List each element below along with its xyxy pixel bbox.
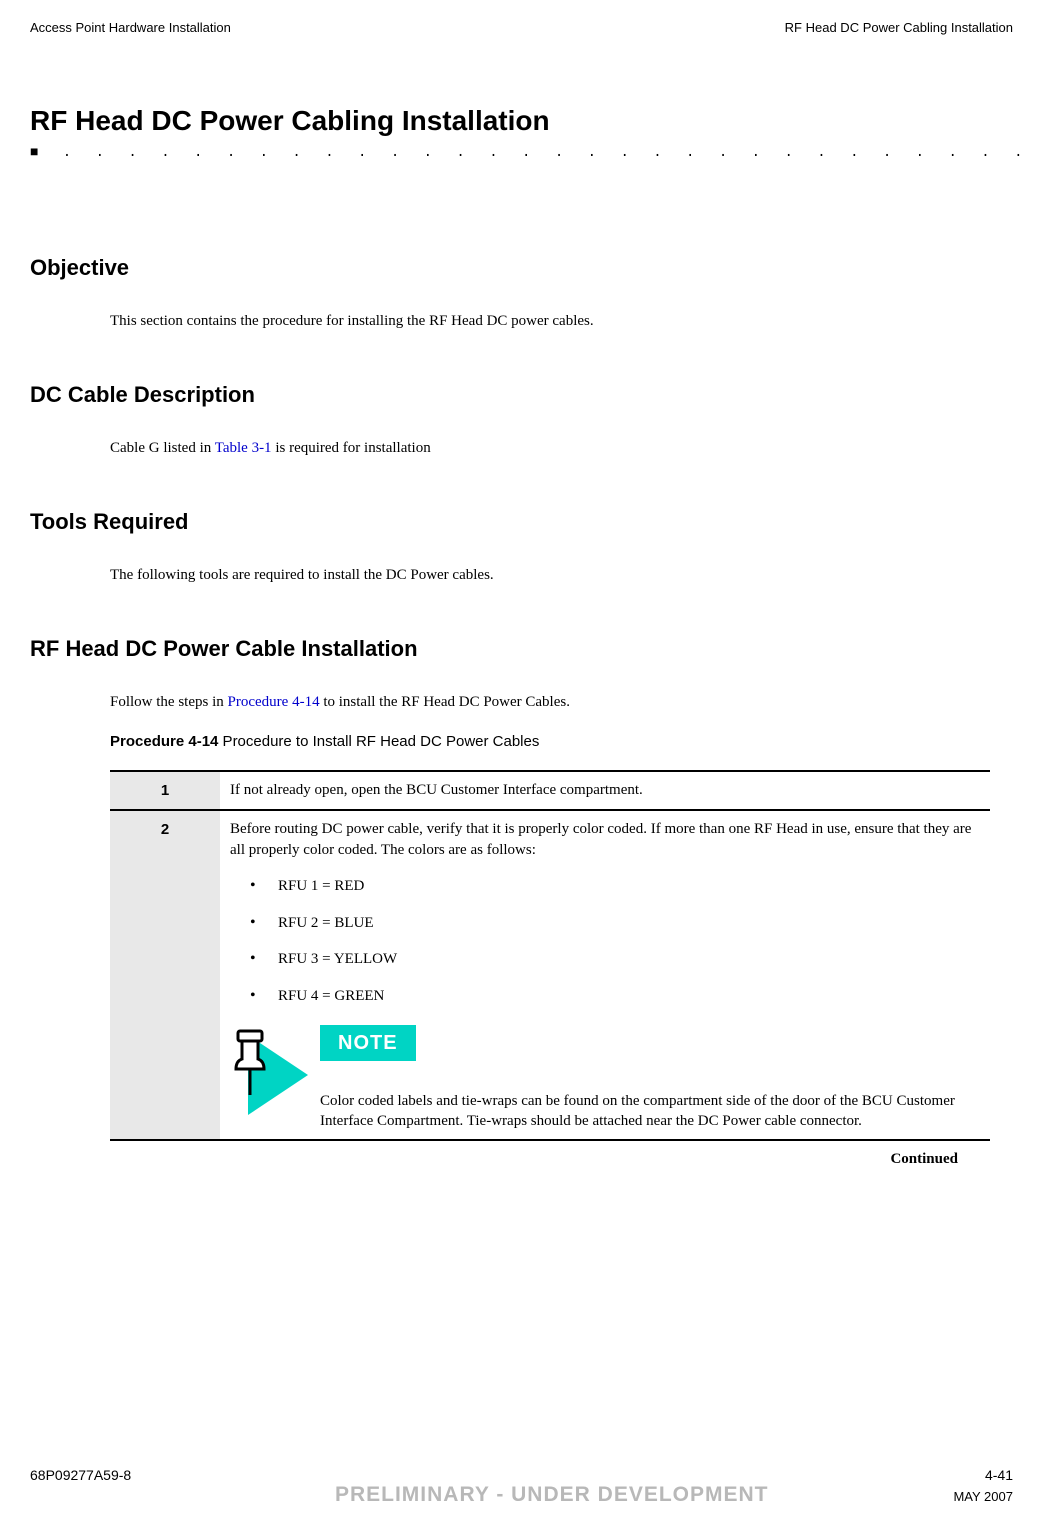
objective-text: This section contains the procedure for … (110, 311, 1013, 332)
step-number-2: 2 (110, 810, 220, 1140)
procedure-table: 1 If not already open, open the BCU Cust… (110, 770, 990, 1141)
procedure-4-14-link[interactable]: Procedure 4-14 (228, 694, 320, 710)
tools-text: The following tools are required to inst… (110, 565, 1013, 586)
step-content-2: Before routing DC power cable, verify th… (220, 810, 990, 1140)
header-left: Access Point Hardware Installation (30, 20, 231, 35)
doc-number: 68P09277A59-8 (30, 1467, 131, 1483)
list-item: RFU 2 = BLUE (250, 912, 980, 934)
install-pre: Follow the steps in (110, 694, 228, 710)
procedure-title: Procedure 4-14 Procedure to Install RF H… (110, 733, 1013, 750)
step2-intro: Before routing DC power cable, verify th… (230, 819, 980, 861)
rfu-list: RFU 1 = RED RFU 2 = BLUE RFU 3 = YELLOW … (250, 875, 980, 1007)
dc-cable-post: is required for installation (272, 440, 431, 456)
page-header: Access Point Hardware Installation RF He… (30, 20, 1013, 35)
list-item: RFU 3 = YELLOW (250, 948, 980, 970)
continued-label: Continued (30, 1151, 958, 1168)
header-right: RF Head DC Power Cabling Installation (785, 20, 1013, 35)
install-text: Follow the steps in Procedure 4-14 to in… (110, 692, 1013, 713)
pushpin-icon (230, 1025, 320, 1122)
note-right: NOTE Color coded labels and tie-wraps ca… (320, 1025, 980, 1132)
page-footer: 68P09277A59-8 4-41 PRELIMINARY - UNDER D… (30, 1467, 1013, 1507)
page-number: 4-41 (985, 1467, 1013, 1483)
list-item: RFU 1 = RED (250, 875, 980, 897)
note-text: Color coded labels and tie-wraps can be … (320, 1091, 980, 1132)
table-row: 1 If not already open, open the BCU Cust… (110, 771, 990, 810)
step-content-1: If not already open, open the BCU Custom… (220, 771, 990, 810)
procedure-label-bold: Procedure 4-14 (110, 733, 218, 750)
install-heading: RF Head DC Power Cable Installation (30, 636, 1013, 662)
tools-heading: Tools Required (30, 509, 1013, 535)
dc-cable-pre: Cable G listed in (110, 440, 215, 456)
table-3-1-link[interactable]: Table 3-1 (215, 440, 272, 456)
install-post: to install the RF Head DC Power Cables. (320, 694, 570, 710)
note-block: NOTE Color coded labels and tie-wraps ca… (230, 1025, 980, 1132)
objective-heading: Objective (30, 255, 1013, 281)
dotted-separator: ■ . . . . . . . . . . . . . . . . . . . … (30, 145, 1013, 195)
procedure-label-rest: Procedure to Install RF Head DC Power Ca… (218, 733, 539, 750)
watermark: PRELIMINARY - UNDER DEVELOPMENT (335, 1483, 769, 1507)
dc-cable-text: Cable G listed in Table 3-1 is required … (110, 438, 1013, 459)
footer-date: MAY 2007 (953, 1489, 1013, 1504)
table-row: 2 Before routing DC power cable, verify … (110, 810, 990, 1140)
dc-cable-heading: DC Cable Description (30, 382, 1013, 408)
note-label: NOTE (320, 1025, 416, 1061)
step-number-1: 1 (110, 771, 220, 810)
main-title: RF Head DC Power Cabling Installation (30, 105, 1013, 137)
list-item: RFU 4 = GREEN (250, 985, 980, 1007)
